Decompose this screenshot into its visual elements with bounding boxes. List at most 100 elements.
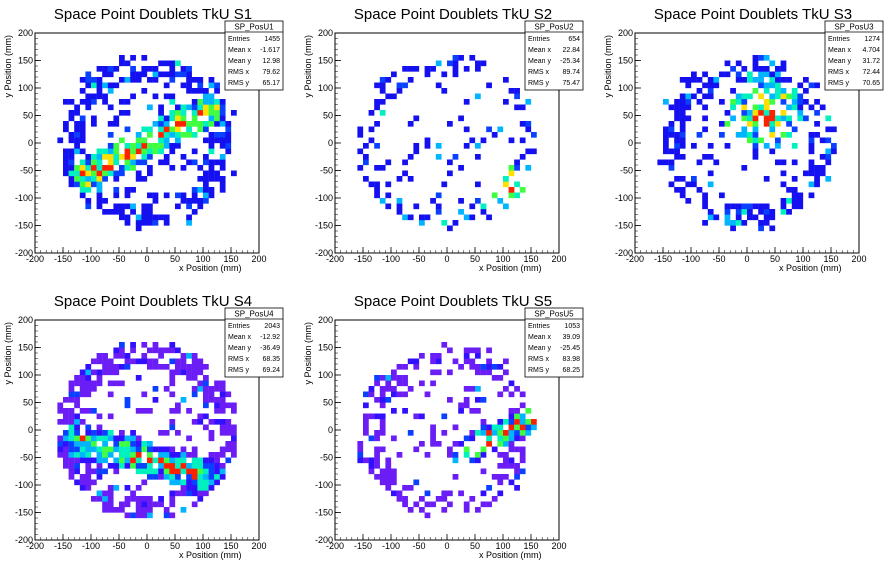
histogram-bin bbox=[475, 386, 481, 392]
histogram-bin bbox=[763, 99, 770, 105]
histogram-bin bbox=[124, 159, 131, 166]
y-tick-label: 200 bbox=[318, 315, 333, 325]
histogram-bin bbox=[374, 165, 380, 171]
histogram-bin bbox=[107, 132, 114, 138]
histogram-bin bbox=[679, 192, 686, 199]
histogram-bin bbox=[191, 386, 198, 392]
histogram-bin bbox=[730, 104, 736, 111]
histogram-bin bbox=[158, 159, 164, 166]
histogram-bin bbox=[85, 446, 92, 453]
histogram-bin bbox=[657, 159, 664, 166]
histogram-bin bbox=[763, 121, 770, 127]
histogram-bin bbox=[696, 99, 703, 105]
histogram-bin bbox=[763, 220, 770, 226]
histogram-bin bbox=[147, 209, 153, 215]
histogram-bin bbox=[107, 104, 114, 111]
stats-label: Mean x bbox=[528, 334, 551, 341]
histogram-bin bbox=[197, 457, 204, 464]
histogram-bin bbox=[91, 496, 97, 502]
histogram-bin bbox=[808, 170, 815, 177]
y-tick-label: -150 bbox=[315, 508, 333, 518]
histogram-bin bbox=[163, 115, 170, 122]
histogram-bin bbox=[679, 126, 686, 133]
histogram-bin bbox=[797, 82, 804, 89]
histogram-bin bbox=[357, 165, 364, 171]
histogram-bin bbox=[163, 121, 170, 127]
histogram-bin bbox=[786, 198, 792, 204]
histogram-bin bbox=[124, 60, 131, 67]
y-tick-label: 100 bbox=[18, 370, 33, 380]
histogram-bin bbox=[514, 93, 520, 100]
histogram-bin bbox=[763, 88, 770, 94]
histogram-bin bbox=[124, 397, 131, 403]
x-tick-label: -150 bbox=[654, 254, 672, 264]
histogram-bin bbox=[763, 71, 770, 78]
histogram-bin bbox=[135, 176, 142, 182]
histogram-bin bbox=[208, 452, 215, 458]
histogram-bin bbox=[107, 413, 114, 420]
histogram-bin bbox=[363, 413, 369, 420]
histogram-bin bbox=[475, 430, 481, 436]
histogram-bin bbox=[441, 88, 448, 94]
histogram-bin bbox=[525, 121, 532, 127]
histogram-bin bbox=[508, 463, 515, 469]
histogram-bin bbox=[379, 82, 386, 89]
stats-value: 72.44 bbox=[862, 69, 880, 76]
x-tick-label: 50 bbox=[170, 254, 180, 264]
histogram-bin bbox=[803, 88, 809, 94]
histogram-bin bbox=[435, 369, 442, 376]
histogram-bin bbox=[119, 441, 125, 447]
histogram-bin bbox=[219, 391, 226, 398]
histogram-bin bbox=[186, 353, 192, 359]
histogram-bin bbox=[119, 110, 125, 116]
histogram-bin bbox=[214, 419, 220, 425]
histogram-bin bbox=[169, 446, 176, 453]
histogram-bin bbox=[707, 143, 714, 149]
histogram-bin bbox=[135, 408, 142, 414]
chart-title: Space Point Doublets TkU S1 bbox=[54, 6, 252, 23]
histogram-bin bbox=[475, 452, 481, 458]
histogram-bin bbox=[91, 430, 97, 436]
histogram-bin bbox=[463, 99, 470, 105]
histogram-bin bbox=[91, 154, 97, 160]
histogram-bin bbox=[463, 452, 470, 458]
histogram-bin bbox=[191, 457, 198, 464]
histogram-bin bbox=[519, 104, 526, 111]
stats-value: 12.98 bbox=[262, 58, 280, 65]
histogram-bin bbox=[175, 369, 181, 376]
histogram-bin bbox=[231, 408, 237, 414]
histogram-bin bbox=[385, 468, 392, 475]
histogram-bin bbox=[147, 364, 153, 370]
histogram-bin bbox=[447, 347, 453, 354]
stats-label: Entries bbox=[528, 36, 550, 43]
histogram-bin bbox=[519, 457, 526, 464]
y-tick-label: 0 bbox=[328, 138, 333, 148]
histogram-bin bbox=[79, 386, 86, 392]
histogram-bin bbox=[124, 501, 131, 508]
histogram-bin bbox=[135, 485, 142, 491]
histogram-bin bbox=[63, 441, 69, 447]
histogram-bin bbox=[197, 358, 204, 365]
histogram-bin bbox=[85, 181, 92, 188]
histogram-bins bbox=[57, 342, 237, 519]
histogram-bin bbox=[119, 60, 125, 67]
histogram-bin bbox=[475, 507, 481, 513]
y-tick-label: -200 bbox=[615, 248, 633, 258]
histogram-bin bbox=[63, 408, 69, 414]
histogram-bin bbox=[385, 203, 392, 210]
histogram-bin bbox=[191, 463, 198, 469]
histogram-bin bbox=[85, 198, 92, 204]
histogram-bin bbox=[130, 430, 136, 436]
histogram-bin bbox=[225, 132, 232, 138]
histogram-bin bbox=[180, 468, 187, 475]
histogram-bin bbox=[231, 430, 237, 436]
histogram-bin bbox=[780, 115, 787, 122]
histogram-bin bbox=[463, 143, 470, 149]
histogram-bin bbox=[219, 176, 226, 182]
histogram-bin bbox=[452, 60, 459, 67]
histogram-bin bbox=[379, 391, 386, 398]
histogram-bin bbox=[180, 192, 187, 199]
histogram-bin bbox=[208, 82, 215, 89]
histogram-bin bbox=[124, 441, 131, 447]
